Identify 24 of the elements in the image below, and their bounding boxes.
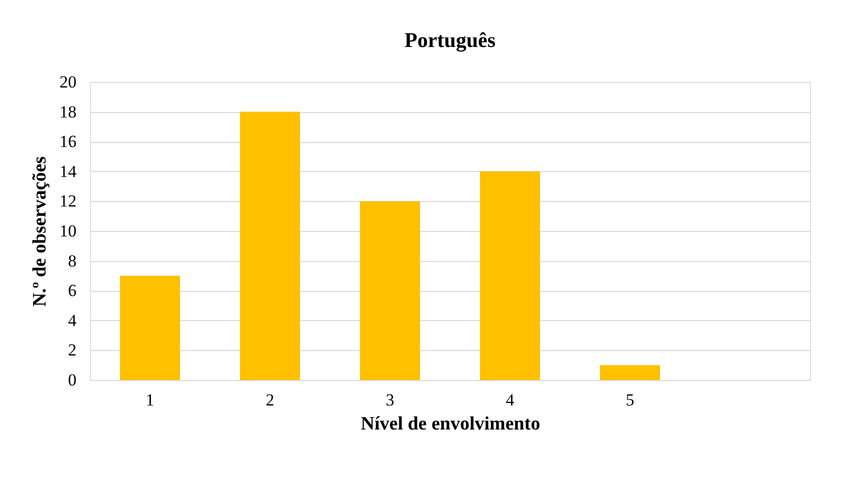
bar bbox=[480, 171, 540, 380]
bar bbox=[120, 276, 180, 380]
y-tick-label: 4 bbox=[68, 310, 77, 330]
y-tick-label: 12 bbox=[60, 192, 76, 211]
x-tick-label: 4 bbox=[506, 390, 515, 410]
y-tick-label: 6 bbox=[68, 281, 76, 300]
y-tick-label: 10 bbox=[60, 222, 76, 240]
y-axis-title: N.º de observações bbox=[30, 156, 50, 307]
bar bbox=[600, 365, 660, 380]
y-tick-label: 8 bbox=[68, 251, 76, 270]
y-tick-label: 20 bbox=[60, 72, 76, 92]
y-tick-label: 16 bbox=[60, 132, 76, 152]
x-tick-label: 5 bbox=[626, 390, 634, 410]
x-tick-label: 1 bbox=[146, 390, 154, 410]
chart-title: Português bbox=[404, 28, 496, 52]
y-tick-label: 2 bbox=[68, 340, 76, 360]
x-tick-label: 3 bbox=[386, 390, 394, 410]
y-tick-label: 14 bbox=[60, 162, 77, 181]
bar bbox=[240, 112, 300, 380]
x-axis-title: Nível de envolvimento bbox=[360, 414, 540, 434]
x-tick-label: 2 bbox=[266, 390, 274, 410]
y-tick-label: 18 bbox=[60, 102, 76, 122]
y-tick-label: 0 bbox=[68, 370, 76, 390]
bar bbox=[360, 201, 420, 380]
